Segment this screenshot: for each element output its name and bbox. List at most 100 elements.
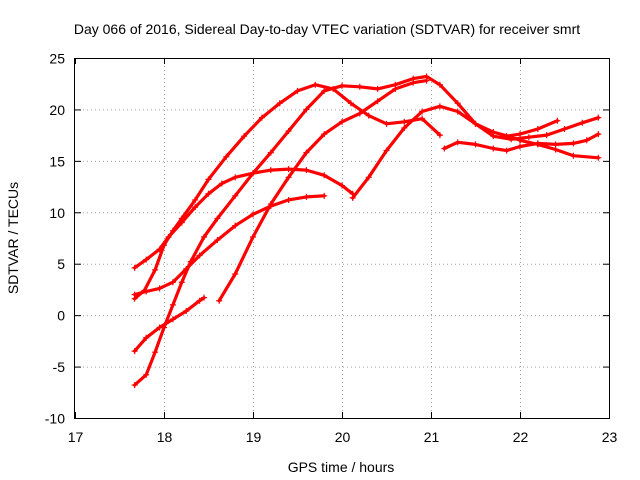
data-point (570, 140, 577, 147)
data-point (303, 106, 310, 113)
data-point (570, 152, 577, 159)
data-point (552, 146, 559, 153)
data-point (143, 256, 150, 263)
data-point (201, 294, 208, 301)
data-point (517, 131, 523, 138)
x-tick-label: 17 (68, 429, 84, 445)
y-axis-label: SDTVAR / TECUs (5, 182, 21, 294)
data-point (232, 222, 239, 229)
data-point (192, 196, 199, 203)
x-tick-label: 23 (602, 429, 618, 445)
data-point (258, 114, 265, 121)
grid (75, 58, 609, 418)
data-point (365, 174, 372, 181)
data-point (436, 103, 443, 110)
data-point (419, 115, 426, 122)
data-point (141, 287, 148, 294)
x-tick-label: 21 (424, 429, 440, 445)
data-point (321, 192, 328, 199)
plot-area (131, 73, 602, 389)
data-point (285, 166, 292, 173)
data-point (201, 233, 208, 240)
data-point (383, 120, 390, 127)
data-point (131, 264, 138, 271)
data-point (205, 190, 212, 197)
data-point (169, 316, 176, 323)
data-point (312, 81, 319, 88)
data-point (152, 349, 159, 356)
data-point (223, 153, 230, 160)
data-point (490, 145, 497, 152)
data-point (561, 125, 568, 132)
data-point (454, 108, 461, 115)
data-point (178, 215, 185, 222)
data-point (250, 211, 256, 218)
data-point (216, 297, 223, 304)
series-arc7 (349, 103, 602, 201)
data-point (401, 124, 408, 131)
series-line (133, 296, 206, 353)
data-point (595, 154, 602, 161)
data-point (276, 100, 283, 107)
series-arc9 (503, 117, 561, 140)
series-arc4 (131, 294, 208, 355)
x-tick-label: 19 (246, 429, 262, 445)
y-tick-label: -5 (53, 359, 66, 375)
data-point (356, 110, 363, 117)
data-point (267, 149, 274, 156)
data-point (339, 82, 345, 89)
series-arc8 (441, 131, 602, 154)
data-point (205, 176, 212, 183)
data-point (517, 137, 523, 144)
data-point (436, 81, 443, 88)
y-tick-label: 25 (49, 51, 65, 67)
data-point (534, 125, 541, 132)
data-point (595, 131, 602, 138)
data-point (294, 87, 301, 94)
series-line (351, 104, 600, 200)
data-point (554, 117, 561, 124)
data-point (454, 139, 461, 146)
y-tick-label: 5 (57, 256, 65, 272)
data-point (143, 371, 150, 378)
data-point (250, 170, 256, 177)
data-point (303, 193, 310, 200)
data-point (349, 194, 356, 201)
data-point (383, 147, 390, 154)
data-point (321, 172, 328, 179)
data-point (267, 201, 274, 208)
y-tick-label: 20 (49, 102, 65, 118)
data-point (579, 119, 586, 126)
data-point (517, 143, 523, 150)
data-point (214, 215, 221, 222)
data-point (161, 324, 167, 331)
data-point (131, 295, 138, 302)
y-tick-label: 10 (49, 205, 65, 221)
data-point (218, 180, 225, 187)
data-point (441, 145, 448, 152)
data-point (169, 227, 176, 234)
data-point (285, 196, 292, 203)
series-line (505, 119, 559, 138)
x-tick-label: 20 (335, 429, 351, 445)
y-tick-label: 0 (57, 308, 65, 324)
data-point (232, 271, 239, 277)
data-point (583, 137, 590, 144)
data-point (365, 112, 372, 119)
data-point (472, 120, 479, 127)
series-arc5 (131, 73, 602, 389)
data-point (490, 129, 497, 136)
data-point (347, 100, 354, 107)
data-point (214, 237, 221, 244)
data-point (374, 85, 381, 92)
x-tick-label: 18 (157, 429, 173, 445)
data-point (454, 100, 461, 107)
data-point (267, 167, 274, 174)
chart-title: Day 066 of 2016, Sidereal Day-to-day VTE… (74, 21, 580, 37)
y-tick-label: 15 (49, 153, 65, 169)
data-point (192, 204, 199, 211)
data-point (503, 147, 510, 154)
data-point (169, 279, 176, 286)
data-point (285, 174, 292, 181)
